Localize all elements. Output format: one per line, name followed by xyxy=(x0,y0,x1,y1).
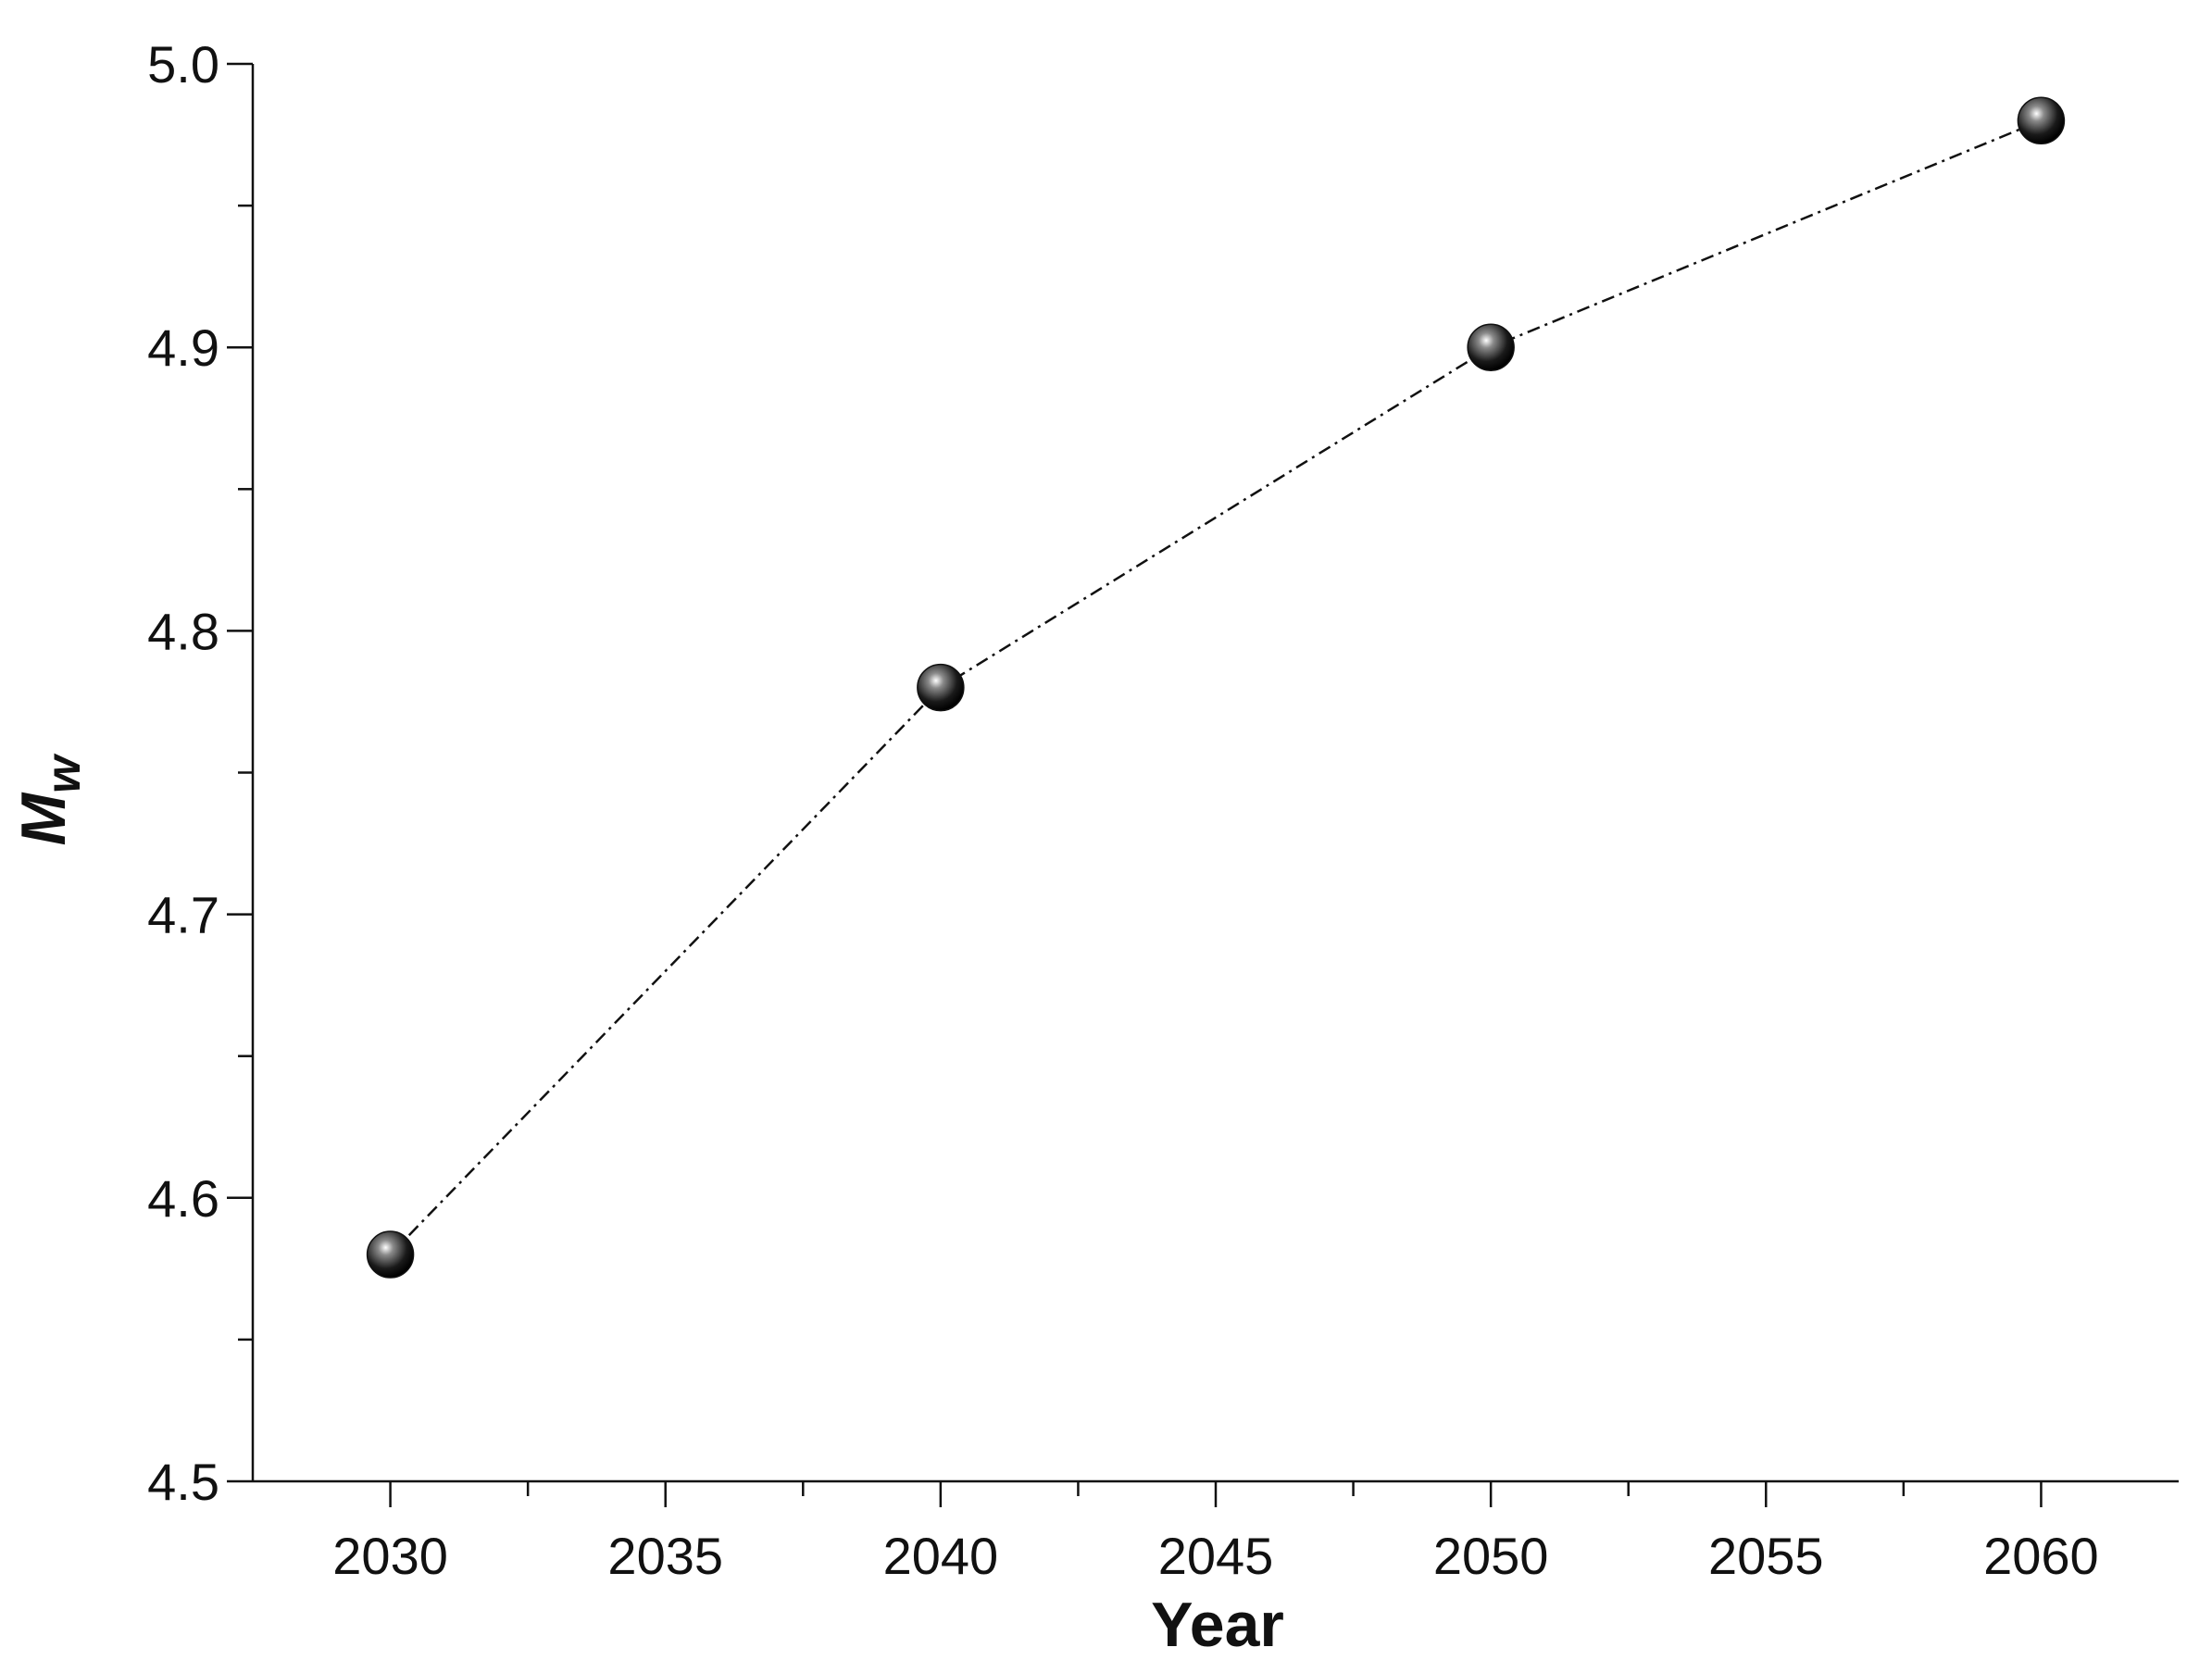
y-tick-label: 4.8 xyxy=(147,602,219,660)
x-tick-label: 2055 xyxy=(1708,1527,1824,1585)
x-tick-label: 2040 xyxy=(883,1527,999,1585)
x-tick-label: 2045 xyxy=(1158,1527,1274,1585)
x-tick-label: 2050 xyxy=(1433,1527,1549,1585)
y-axis-label-main: M xyxy=(8,793,79,846)
y-tick-label: 4.9 xyxy=(147,318,219,377)
y-tick-label: 4.7 xyxy=(147,886,219,944)
x-axis-label: Year xyxy=(1151,1590,1284,1660)
y-tick-label: 4.6 xyxy=(147,1169,219,1228)
x-tick-label: 2060 xyxy=(1983,1527,2099,1585)
x-tick-label: 2030 xyxy=(332,1527,448,1585)
y-axis-label: Mw xyxy=(8,753,91,846)
x-tick-label: 2035 xyxy=(607,1527,723,1585)
y-tick-label: 5.0 xyxy=(147,35,219,94)
series-line xyxy=(389,119,2042,1255)
data-point xyxy=(2017,96,2066,144)
data-point xyxy=(366,1230,415,1279)
y-axis-label-sub: w xyxy=(37,753,91,793)
data-point xyxy=(917,663,965,712)
data-point xyxy=(1467,323,1515,371)
y-tick-label: 4.5 xyxy=(147,1453,219,1511)
